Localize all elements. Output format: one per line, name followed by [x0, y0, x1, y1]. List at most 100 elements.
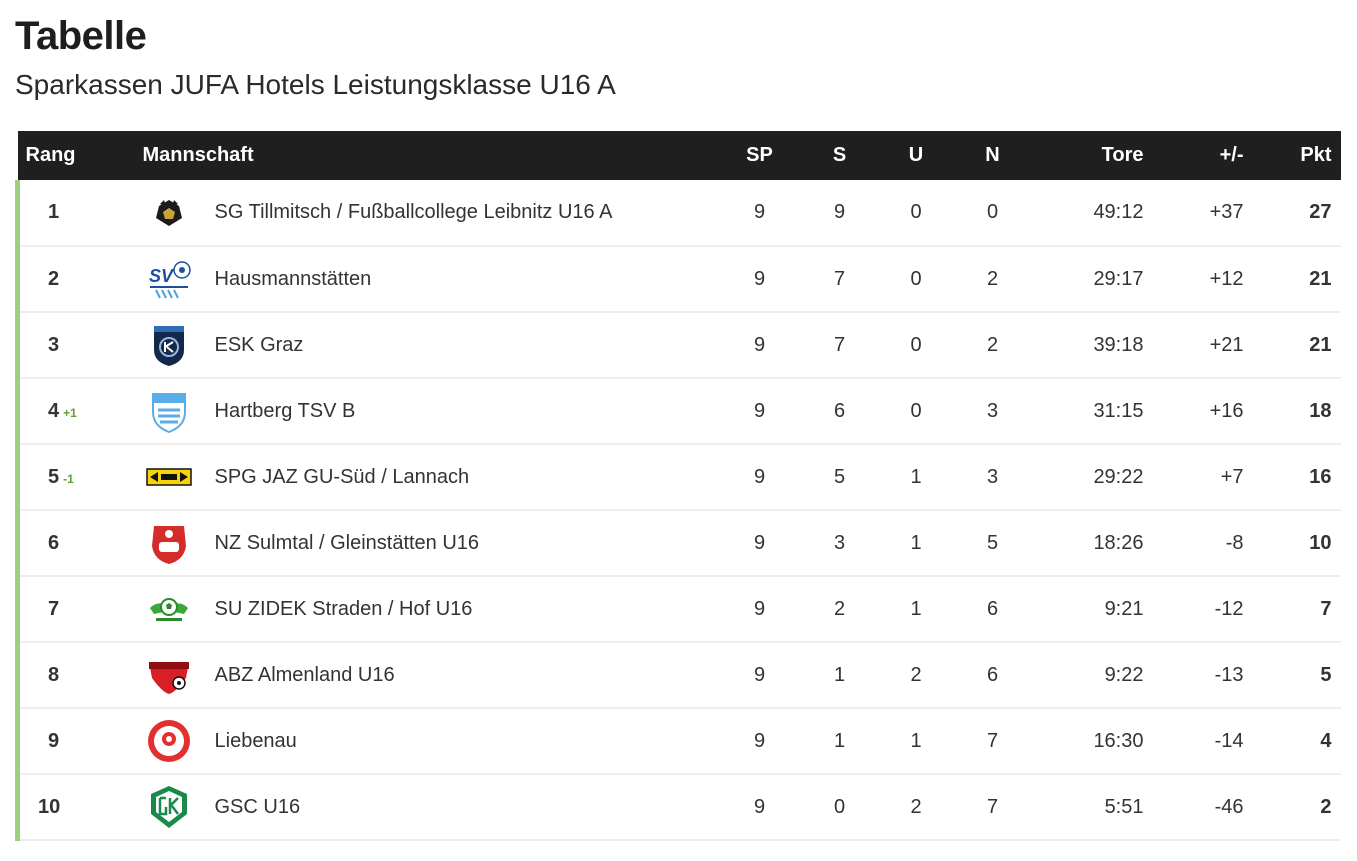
games-played: 9 [753, 729, 766, 752]
rank-cell: 3 [15, 312, 123, 378]
team-name[interactable]: SPG JAZ GU-Süd / Lannach [214, 465, 470, 488]
rank-value: 10 [38, 795, 61, 818]
table-row[interactable]: 8 ABZ Almenland U16 9 1 2 6 9:22 -13 5 [15, 642, 1341, 708]
goals: 39:18 [1093, 333, 1144, 356]
goals: 29:22 [1093, 465, 1144, 488]
standings-table: Rang Mannschaft SP S U N Tore +/- Pkt 1 … [15, 131, 1341, 841]
rank-cell: 7 [15, 576, 123, 642]
wins: 1 [833, 729, 846, 752]
team-name[interactable]: Hartberg TSV B [214, 399, 356, 422]
wins: 9 [833, 201, 846, 223]
points: 7 [1320, 597, 1332, 620]
team-logo-cell [123, 576, 215, 642]
team-name[interactable]: Hausmannstätten [214, 267, 372, 290]
table-row[interactable]: 6 NZ Sulmtal / Gleinstätten U16 9 3 1 5 … [15, 510, 1341, 576]
goal-difference: -12 [1214, 597, 1244, 620]
goal-difference: -46 [1214, 795, 1244, 818]
liebenau-circle-icon [147, 720, 190, 762]
team-name[interactable]: ABZ Almenland U16 [214, 663, 395, 686]
games-played: 9 [753, 795, 766, 818]
col-header-u: U [908, 144, 924, 166]
table-row[interactable]: 7 SU ZIDEK Straden / Hof U16 9 2 1 6 9:2… [15, 576, 1341, 642]
col-header-diff: +/- [1219, 144, 1244, 166]
losses: 2 [986, 333, 999, 356]
col-header-mannschaft-label: Mannschaft [142, 144, 254, 166]
team-name[interactable]: NZ Sulmtal / Gleinstätten U16 [214, 531, 480, 554]
goals: 5:51 [1104, 795, 1144, 818]
draws: 1 [910, 531, 922, 554]
table-row[interactable]: 5 -1 SPG JAZ GU-Süd / Lannach 9 5 1 3 29:… [15, 444, 1341, 510]
rank-change-badge: -1 [63, 471, 74, 486]
games-played: 9 [753, 597, 766, 620]
games-played: 9 [753, 531, 766, 554]
goal-difference: +21 [1209, 333, 1244, 356]
team-name[interactable]: GSC U16 [214, 795, 301, 818]
draws: 2 [910, 795, 922, 818]
rank-value: 8 [48, 663, 60, 686]
wins: 3 [833, 531, 846, 554]
points: 2 [1320, 795, 1332, 818]
games-played: 9 [753, 663, 766, 686]
games-played: 9 [753, 267, 766, 290]
games-played: 9 [753, 333, 766, 356]
team-logo-cell [123, 312, 215, 378]
goal-difference: +37 [1209, 201, 1244, 223]
rank-value: 5 [48, 465, 60, 488]
team-logo-cell [123, 378, 215, 444]
table-header-row: Rang Mannschaft SP S U N Tore +/- Pkt [17, 131, 1341, 180]
rank-cell: 8 [15, 642, 123, 708]
table-row[interactable]: 1 SG Tillmitsch / Fußballcollege Leibnit… [15, 180, 1341, 246]
rank-value: 6 [48, 531, 60, 554]
rank-cell: 6 [15, 510, 123, 576]
goals: 18:26 [1093, 531, 1144, 554]
team-logo-cell [123, 642, 215, 708]
col-header-mannschaft: Mannschaft [123, 131, 720, 180]
wins: 0 [833, 795, 846, 818]
table-row[interactable]: 2 SV Hausmannstätten 9 7 0 2 29:17 +12 2… [15, 246, 1341, 312]
team-logo-cell [123, 510, 215, 576]
table-row[interactable]: 10 GSC U16 9 0 2 7 5:51 -46 2 [15, 774, 1341, 840]
rank-value: 4 [48, 399, 60, 422]
goals: 31:15 [1093, 399, 1144, 422]
team-name[interactable]: ESK Graz [214, 333, 304, 356]
draws: 2 [910, 663, 922, 686]
wins: 2 [833, 597, 846, 620]
table-row[interactable]: 3 ESK Graz 9 7 0 2 39:18 +21 21 [15, 312, 1341, 378]
points: 4 [1320, 729, 1332, 752]
team-name[interactable]: SG Tillmitsch / Fußballcollege Leibnitz … [214, 201, 613, 223]
wins: 5 [833, 465, 846, 488]
team-name[interactable]: Liebenau [214, 729, 297, 752]
team-name[interactable]: SU ZIDEK Straden / Hof U16 [214, 597, 473, 620]
losses: 3 [986, 399, 999, 422]
points: 27 [1309, 201, 1332, 223]
games-played: 9 [753, 399, 766, 422]
losses: 5 [986, 531, 999, 554]
gsc-shield-icon [150, 786, 187, 828]
team-logo-cell: SV [123, 246, 215, 312]
losses: 6 [986, 597, 999, 620]
losses: 3 [986, 465, 999, 488]
hartberg-shield-icon [151, 393, 186, 434]
points: 10 [1309, 531, 1332, 554]
rank-cell: 9 [15, 708, 123, 774]
draws: 0 [910, 333, 922, 356]
team-logo-cell [123, 708, 215, 774]
col-header-rang: Rang [25, 144, 76, 166]
table-row[interactable]: 9 Liebenau 9 1 1 7 16:30 -14 4 [15, 708, 1341, 774]
points: 21 [1309, 333, 1332, 356]
col-header-n: N [985, 144, 1000, 166]
goals: 9:22 [1104, 663, 1144, 686]
team-logo-cell [123, 444, 215, 510]
points: 16 [1309, 465, 1332, 488]
col-header-pkt: Pkt [1300, 144, 1332, 166]
wins: 1 [833, 663, 846, 686]
goal-difference: +16 [1209, 399, 1244, 422]
table-row[interactable]: 4 +1 Hartberg TSV B 9 6 0 3 31:15 +16 18 [15, 378, 1341, 444]
rank-change-badge: +1 [63, 405, 77, 420]
losses: 0 [986, 201, 999, 223]
losses: 2 [986, 267, 999, 290]
goal-difference: -14 [1214, 729, 1244, 752]
col-header-sp: SP [746, 144, 773, 166]
tillmitsch-crest-icon [155, 199, 182, 226]
losses: 7 [986, 729, 999, 752]
